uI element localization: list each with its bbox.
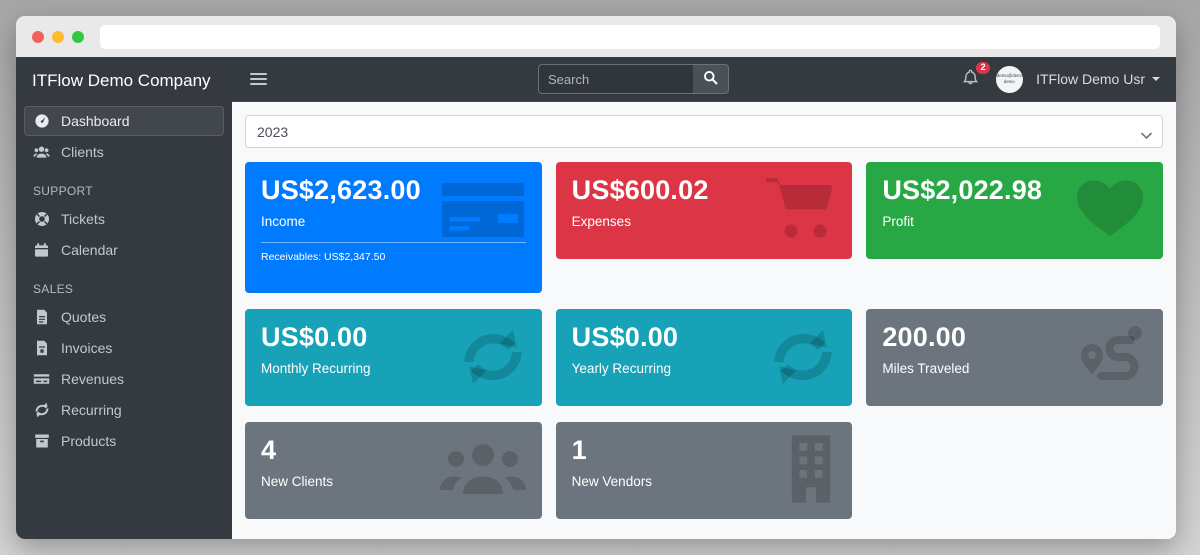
stat-value: 4 bbox=[261, 435, 277, 465]
bell-icon bbox=[962, 69, 979, 90]
sync-icon bbox=[460, 328, 526, 391]
sidebar-item-recurring[interactable]: Recurring bbox=[24, 395, 224, 425]
search-box bbox=[538, 64, 729, 94]
top-navbar: 2 demo@demo demo ITFlow Demo Usr bbox=[232, 57, 1176, 102]
users-icon bbox=[439, 442, 526, 501]
stat-label: New Clients bbox=[261, 474, 334, 490]
sidebar-item-dashboard[interactable]: Dashboard bbox=[24, 106, 224, 136]
stat-label: Expenses bbox=[571, 214, 631, 230]
close-button[interactable] bbox=[32, 30, 44, 43]
stat-value: 200.00 bbox=[882, 322, 967, 352]
stat-value: US$600.02 bbox=[571, 175, 709, 205]
avatar[interactable]: demo@demo demo bbox=[996, 65, 1024, 93]
stat-card-expenses: US$600.02 Expenses bbox=[555, 162, 853, 259]
money-check-icon bbox=[33, 371, 50, 387]
maximize-button[interactable] bbox=[72, 30, 84, 43]
user-name: ITFlow Demo Usr bbox=[1036, 71, 1145, 87]
sidebar-item-label: Products bbox=[61, 433, 117, 449]
users-icon bbox=[33, 144, 50, 160]
stat-value: US$0.00 bbox=[571, 322, 679, 352]
address-bar[interactable] bbox=[100, 24, 1160, 49]
sidebar-item-label: Quotes bbox=[61, 309, 107, 325]
stat-card-profit: US$2,022.98 Profit bbox=[866, 162, 1163, 259]
menu-toggle-button[interactable] bbox=[248, 69, 269, 89]
heart-icon bbox=[1073, 177, 1147, 244]
building-icon bbox=[786, 435, 836, 508]
stat-label: Income bbox=[261, 214, 306, 230]
year-filter: 2023 bbox=[245, 115, 1163, 148]
notification-badge: 2 bbox=[976, 61, 991, 75]
calendar-icon bbox=[33, 242, 50, 258]
avatar-text: demo@demo bbox=[996, 73, 1023, 79]
avatar-text: demo bbox=[1004, 79, 1016, 85]
navbar-right: 2 demo@demo demo ITFlow Demo Usr bbox=[958, 61, 1160, 93]
browser-window: ITFlow Demo Company Dashboard Clients bbox=[16, 16, 1176, 539]
sidebar-item-label: Recurring bbox=[61, 402, 122, 418]
app-frame: ITFlow Demo Company Dashboard Clients bbox=[16, 57, 1176, 539]
sidebar-item-label: Revenues bbox=[61, 371, 125, 387]
caret-down-icon bbox=[1152, 77, 1160, 81]
dashboard-content: 2023 US$2,623.00 Income bbox=[232, 102, 1176, 539]
browser-toolbar bbox=[16, 16, 1176, 57]
credit-card-icon bbox=[440, 181, 526, 244]
life-ring-icon bbox=[33, 211, 50, 227]
search-icon bbox=[703, 70, 718, 88]
sidebar-item-products[interactable]: Products bbox=[24, 426, 224, 456]
user-menu[interactable]: ITFlow Demo Usr bbox=[1036, 71, 1160, 87]
stat-value: US$0.00 bbox=[261, 322, 368, 352]
company-brand: ITFlow Demo Company bbox=[32, 71, 211, 90]
stat-card-income: US$2,623.00 Income Receivables: US$2,347… bbox=[245, 162, 542, 293]
year-select[interactable]: 2023 bbox=[245, 115, 1163, 148]
route-icon bbox=[1079, 324, 1147, 389]
sidebar-item-label: Invoices bbox=[61, 340, 113, 356]
sidebar-item-quotes[interactable]: Quotes bbox=[24, 302, 224, 332]
gauge-icon bbox=[33, 113, 50, 129]
main-panel: 2 demo@demo demo ITFlow Demo Usr bbox=[232, 57, 1176, 539]
stat-card-miles-traveled: 200.00 Miles Traveled bbox=[866, 309, 1163, 406]
sidebar: ITFlow Demo Company Dashboard Clients bbox=[16, 57, 232, 539]
search-button[interactable] bbox=[693, 64, 729, 94]
stat-label: New Vendors bbox=[571, 474, 652, 490]
stat-label: Miles Traveled bbox=[882, 361, 970, 377]
invoice-icon bbox=[33, 340, 50, 356]
card-divider bbox=[261, 242, 526, 244]
sidebar-item-calendar[interactable]: Calendar bbox=[24, 235, 224, 265]
stat-value: US$2,623.00 bbox=[261, 175, 421, 205]
window-controls bbox=[32, 30, 84, 43]
stat-value: US$2,022.98 bbox=[882, 175, 1043, 205]
sidebar-item-tickets[interactable]: Tickets bbox=[24, 204, 224, 234]
stat-value: 1 bbox=[571, 435, 587, 465]
sidebar-section-sales: SALES bbox=[33, 282, 74, 296]
sidebar-item-revenues[interactable]: Revenues bbox=[24, 364, 224, 394]
minimize-button[interactable] bbox=[52, 30, 64, 43]
stats-grid: US$2,623.00 Income Receivables: US$2,347… bbox=[245, 162, 1163, 519]
box-icon bbox=[33, 433, 50, 449]
stat-card-new-clients: 4 New Clients bbox=[245, 422, 542, 519]
file-icon bbox=[33, 309, 50, 325]
sync-icon bbox=[770, 328, 836, 391]
sidebar-item-label: Dashboard bbox=[61, 113, 130, 129]
search-input[interactable] bbox=[538, 64, 693, 94]
sidebar-item-label: Tickets bbox=[61, 211, 105, 227]
stat-label: Profit bbox=[882, 214, 914, 230]
stat-card-new-vendors: 1 New Vendors bbox=[555, 422, 853, 519]
stat-card-monthly-recurring: US$0.00 Monthly Recurring bbox=[245, 309, 542, 406]
stat-card-yearly-recurring: US$0.00 Yearly Recurring bbox=[555, 309, 853, 406]
sidebar-item-invoices[interactable]: Invoices bbox=[24, 333, 224, 363]
sidebar-item-clients[interactable]: Clients bbox=[24, 137, 224, 167]
sidebar-item-label: Clients bbox=[61, 144, 104, 160]
sidebar-nav: Dashboard Clients SUPPORT Tickets bbox=[16, 101, 232, 457]
sidebar-section-support: SUPPORT bbox=[33, 184, 93, 198]
stat-label: Monthly Recurring bbox=[261, 361, 371, 377]
stat-footer: Receivables: US$2,347.50 bbox=[261, 251, 386, 264]
sync-icon bbox=[33, 402, 50, 418]
notifications-button[interactable]: 2 bbox=[958, 61, 991, 93]
sidebar-item-label: Calendar bbox=[61, 242, 118, 258]
shopping-cart-icon bbox=[764, 176, 836, 245]
stat-label: Yearly Recurring bbox=[571, 361, 671, 377]
